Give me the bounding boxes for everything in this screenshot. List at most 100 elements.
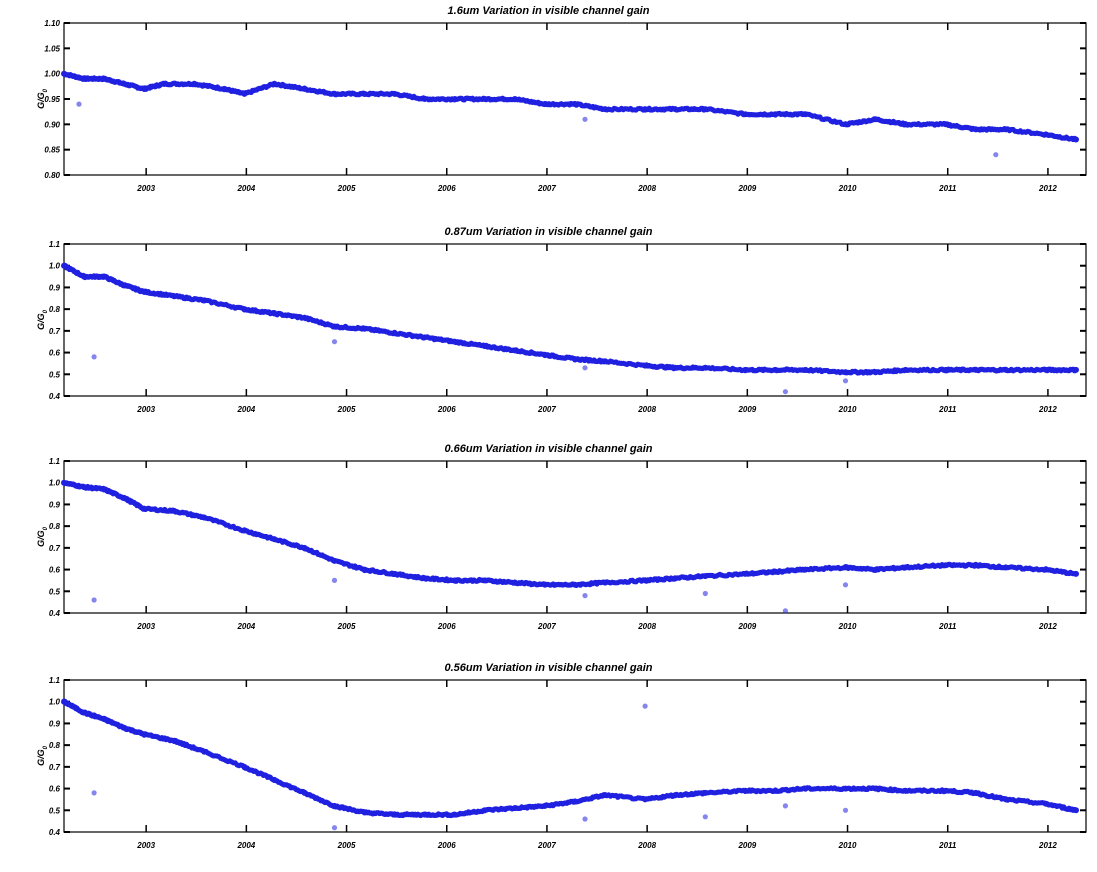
data-point [842, 369, 849, 376]
y-tick-label: 1.00 [44, 70, 60, 79]
data-point [902, 366, 909, 373]
outlier-point [331, 339, 338, 345]
x-tick-label: 2007 [537, 405, 556, 414]
x-tick-label: 2009 [737, 841, 756, 850]
y-tick-label: 0.5 [49, 806, 61, 815]
data-point [972, 126, 979, 133]
x-tick-label: 2012 [1038, 184, 1057, 193]
outlier-point [642, 703, 648, 709]
data-point [742, 111, 749, 118]
y-tick-label: 0.95 [44, 95, 60, 104]
data-point [772, 111, 779, 118]
data-point [572, 581, 578, 588]
y-axis-label: G/G0 [36, 88, 49, 109]
data-point [481, 577, 488, 584]
data-point [1073, 807, 1079, 814]
data-point [842, 121, 849, 128]
chart-panel: 0.87um Variation in visible channel gain… [0, 226, 1097, 436]
x-tick-label: 2008 [637, 622, 656, 631]
x-tick-label: 2009 [737, 405, 756, 414]
outlier-point [782, 608, 789, 614]
y-tick-label: 0.6 [49, 349, 61, 358]
x-tick-label: 2011 [938, 184, 957, 193]
data-point [802, 566, 809, 573]
y-tick-label: 0.5 [49, 370, 61, 379]
data-point [772, 366, 779, 373]
plot-frame [63, 22, 1087, 176]
data-point [872, 116, 879, 123]
data-point [421, 334, 428, 341]
data-point [201, 514, 208, 521]
y-tick-label: 0.7 [49, 544, 61, 553]
outlier-point [702, 814, 708, 820]
y-tick-label: 1.05 [44, 44, 60, 53]
data-point [421, 575, 428, 582]
data-point [391, 570, 398, 577]
data-point [101, 716, 108, 723]
data-point [802, 111, 809, 118]
data-point [481, 807, 488, 814]
data-point [121, 282, 128, 289]
y-tick-label: 0.7 [49, 327, 61, 336]
data-point [742, 787, 749, 794]
y-tick-label: 1.1 [49, 457, 61, 466]
data-point [541, 802, 548, 809]
x-tick-label: 2006 [437, 841, 456, 850]
data-point [221, 85, 228, 92]
data-point [802, 366, 809, 373]
y-axis-label: G/G0 [36, 526, 49, 547]
data-point [421, 96, 428, 102]
outlier-point [842, 378, 849, 384]
outlier-point [842, 807, 849, 813]
x-tick-label: 2004 [236, 622, 255, 631]
data-point [672, 106, 679, 113]
y-tick-label: 0.4 [49, 609, 61, 618]
data-point [572, 798, 578, 805]
data-point [642, 796, 649, 803]
data-point [61, 698, 67, 705]
data-point [171, 737, 178, 744]
x-tick-label: 2009 [737, 622, 756, 631]
y-tick-label: 0.9 [49, 500, 61, 509]
y-tick-label: 0.7 [49, 763, 61, 772]
data-series [61, 479, 1079, 588]
data-point [541, 351, 548, 358]
y-tick-label: 0.6 [49, 566, 61, 575]
x-tick-label: 2003 [136, 405, 155, 414]
data-point [141, 85, 148, 92]
y-tick-label: 0.6 [49, 785, 61, 794]
data-point [81, 75, 87, 82]
data-point [331, 323, 338, 330]
data-point [101, 486, 108, 493]
data-point [121, 724, 128, 731]
x-tick-label: 2009 [737, 184, 756, 193]
outlier-point [582, 365, 588, 371]
y-tick-label: 0.9 [49, 719, 61, 728]
x-tick-label: 2003 [136, 184, 155, 193]
data-point [391, 811, 398, 818]
x-tick-label: 2010 [838, 184, 857, 193]
data-point [81, 273, 87, 280]
data-series [61, 70, 1079, 143]
data-point [101, 75, 108, 82]
data-point [1042, 366, 1049, 373]
y-tick-label: 1.0 [49, 262, 61, 271]
x-tick-label: 2010 [838, 841, 857, 850]
outlier-point [91, 790, 97, 796]
outlier-point [91, 597, 97, 603]
data-series [61, 262, 1079, 376]
data-point [301, 789, 308, 796]
data-point [1002, 366, 1009, 373]
outlier-point [782, 803, 789, 809]
x-tick-label: 2006 [437, 622, 456, 631]
data-point [672, 792, 679, 799]
chart-plot-area: 0.4 0.5 0.6 0.7 0.8 0.9 1.0 1.1 2003 2004 2005 2006… [36, 676, 1087, 850]
data-point [141, 288, 148, 295]
data-point [602, 358, 609, 365]
chart-panel: 0.56um Variation in visible channel gain… [0, 662, 1097, 872]
data-point [451, 811, 458, 818]
x-tick-label: 2010 [838, 622, 857, 631]
x-tick-label: 2007 [537, 841, 556, 850]
data-point [672, 364, 679, 371]
figure: { "colors": { "marker": "#2020e0", "axis… [0, 5, 1097, 850]
